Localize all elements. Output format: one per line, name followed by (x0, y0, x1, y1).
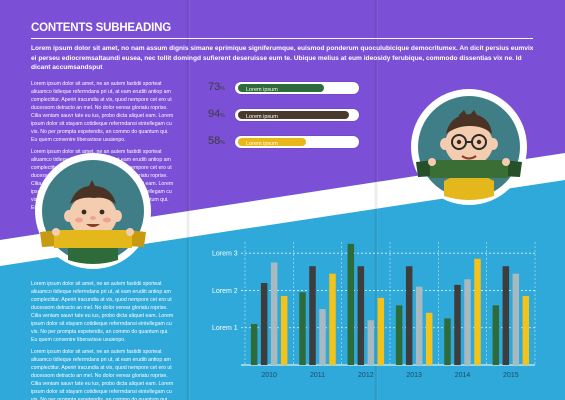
progress-row: 94% Lorem ipsum (208, 108, 359, 122)
bar (405, 266, 413, 365)
bar (512, 273, 520, 365)
bar (492, 305, 500, 365)
progress-value: 58% (208, 135, 225, 147)
bar (260, 283, 268, 365)
bar (280, 296, 288, 365)
x-tick-label: 2015 (503, 372, 519, 379)
bar (395, 305, 403, 365)
progress-value: 73% (208, 81, 225, 93)
bar (309, 266, 316, 365)
page-fold-2 (374, 0, 378, 400)
text-column-bottom: Lorem ipsum dolor sit amet, ne an autem … (31, 280, 176, 400)
bar (357, 266, 365, 365)
progress-value: 94% (208, 108, 225, 120)
x-tick-label: 2014 (455, 372, 471, 379)
heading-divider (31, 38, 533, 39)
bar (522, 296, 530, 365)
paragraph: Lorem ipsum dolor sit amet, ne an autem … (31, 349, 174, 400)
progress-fill: Lorem ipsum (238, 111, 349, 120)
bar (415, 286, 423, 365)
intro-paragraph: Lorem ipsum dolor sit amet, no nam assum… (31, 45, 534, 71)
bar (329, 273, 336, 365)
smiling-boy-avatar-icon (35, 153, 151, 269)
progress-fill: Lorem ipsum (238, 138, 307, 147)
progress-label: Lorem ipsum (246, 87, 278, 93)
bar (464, 279, 471, 365)
progress-label: Lorem ipsum (246, 114, 278, 120)
progress-bar: Lorem ipsum (235, 109, 359, 121)
bar (444, 318, 451, 365)
bar (474, 258, 481, 365)
bar (250, 324, 258, 365)
page-fold-1 (186, 0, 190, 400)
bar (367, 320, 375, 365)
x-tick-label: 2012 (358, 372, 374, 379)
glasses-boy-avatar-icon (408, 86, 530, 213)
y-tick-label: Lorem 2 (212, 288, 238, 295)
progress-row: 58% Lorem ipsum (208, 135, 359, 149)
page-heading: CONTENTS SUBHEADING (31, 22, 171, 34)
y-tick-label: Lorem 3 (212, 251, 238, 258)
paragraph: Lorem ipsum dolor sit amet, ne an autem … (31, 281, 174, 343)
progress-label: Lorem ipsum (246, 141, 278, 147)
x-tick-label: 2013 (406, 372, 422, 379)
bar (347, 243, 355, 365)
bar (319, 309, 326, 365)
progress-bar: Lorem ipsum (235, 136, 359, 148)
x-tick-label: 2010 (261, 372, 277, 379)
glasses-boy-avatar-icon (411, 89, 527, 205)
progress-bar: Lorem ipsum (235, 82, 359, 94)
bar (425, 312, 433, 365)
bar (502, 266, 510, 365)
paragraph: Lorem ipsum dolor sit amet, ne an autem … (31, 81, 174, 143)
bar-chart: Lorem 1 Lorem 2 Lorem 3 2010 2011 2012 2013 201… (200, 240, 540, 385)
smiling-boy-avatar-icon (32, 150, 154, 277)
y-tick-label: Lorem 1 (212, 325, 238, 332)
x-tick-label: 2011 (310, 372, 325, 379)
bar (454, 284, 461, 365)
bar (299, 292, 306, 365)
progress-fill: Lorem ipsum (238, 84, 325, 93)
bar-chart-svg: Lorem 1 Lorem 2 Lorem 3 2010 2011 2012 2013 201… (212, 242, 536, 379)
progress-row: 73% Lorem ipsum (208, 81, 359, 95)
bar (377, 297, 385, 365)
bar (270, 262, 278, 365)
